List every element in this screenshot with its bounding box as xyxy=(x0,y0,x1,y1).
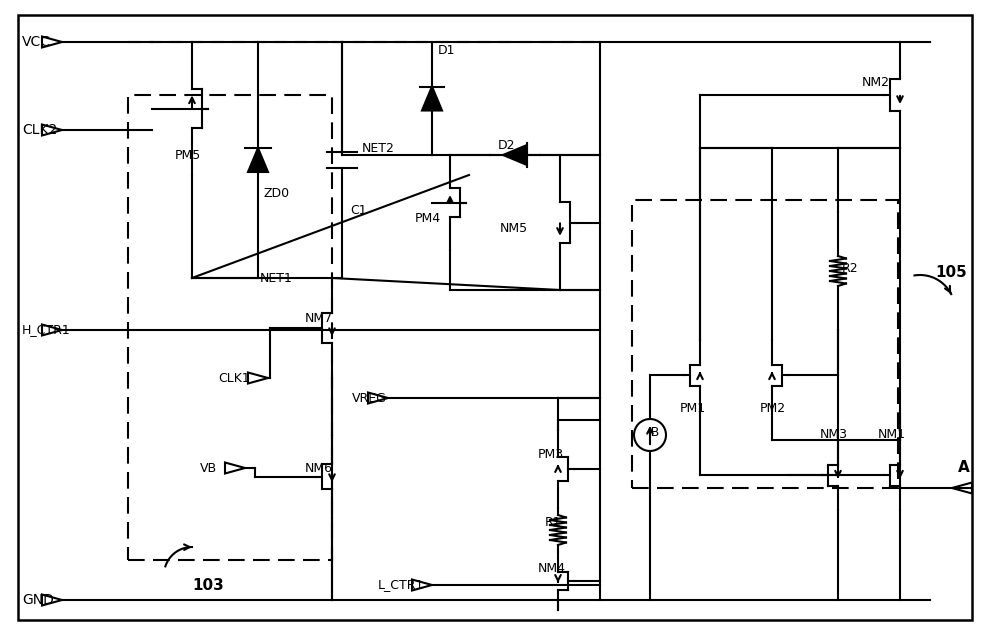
Text: NM2: NM2 xyxy=(862,75,890,88)
Text: CLK2: CLK2 xyxy=(22,123,57,137)
Text: IB: IB xyxy=(648,426,660,439)
Text: PM5: PM5 xyxy=(175,149,201,162)
Text: NM7: NM7 xyxy=(305,312,333,325)
Text: CLK1: CLK1 xyxy=(218,372,250,384)
Text: VCC: VCC xyxy=(22,35,51,49)
Text: PM3: PM3 xyxy=(538,448,564,462)
Text: R1: R1 xyxy=(545,515,562,529)
Text: GND: GND xyxy=(22,593,54,607)
Text: R2: R2 xyxy=(842,261,859,274)
Text: PM4: PM4 xyxy=(415,211,441,225)
Text: NET1: NET1 xyxy=(260,272,293,285)
Text: NM5: NM5 xyxy=(500,222,528,234)
Polygon shape xyxy=(503,145,527,165)
Bar xyxy=(632,200,898,488)
Text: NM1: NM1 xyxy=(878,428,906,442)
Text: VREG: VREG xyxy=(352,392,387,404)
Text: 103: 103 xyxy=(192,578,224,592)
Polygon shape xyxy=(422,86,442,111)
Text: 105: 105 xyxy=(935,265,967,279)
Text: ZD0: ZD0 xyxy=(264,187,290,200)
Text: NET2: NET2 xyxy=(362,142,395,155)
Text: C1: C1 xyxy=(350,204,367,216)
Text: PM2: PM2 xyxy=(760,401,786,415)
Text: D1: D1 xyxy=(438,44,456,57)
Polygon shape xyxy=(248,148,268,172)
Text: H_CTR1: H_CTR1 xyxy=(22,323,71,337)
Text: NM4: NM4 xyxy=(538,562,566,574)
Text: NM3: NM3 xyxy=(820,428,848,442)
Text: NM6: NM6 xyxy=(305,462,333,475)
Text: PM1: PM1 xyxy=(680,401,706,415)
Text: D2: D2 xyxy=(498,138,516,151)
Bar xyxy=(128,95,332,560)
Text: VB: VB xyxy=(200,462,217,475)
Text: A: A xyxy=(958,460,970,475)
Text: L_CTR1: L_CTR1 xyxy=(378,578,424,591)
